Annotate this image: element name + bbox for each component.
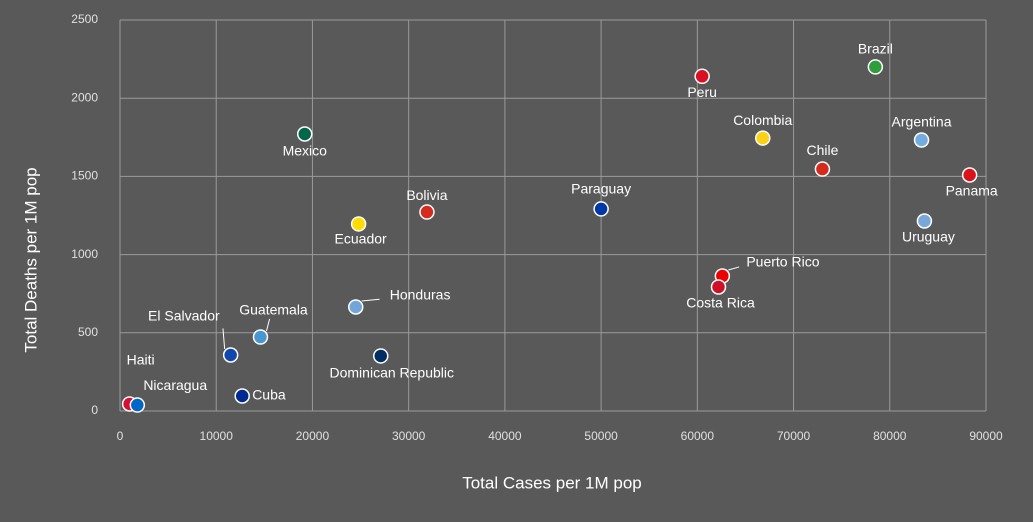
point-label: Ecuador (335, 231, 387, 247)
point-label: Cuba (252, 387, 286, 403)
leader-line (265, 318, 271, 332)
flag-marker (867, 59, 884, 75)
point-label: Chile (806, 142, 838, 158)
x-tick-label: 70000 (777, 429, 811, 443)
flag-marker (419, 204, 435, 220)
flag-marker (296, 126, 313, 142)
point-label: Costa Rica (686, 295, 755, 311)
flag-marker (593, 201, 609, 217)
flag-marker (347, 299, 364, 315)
x-tick-label: 0 (117, 429, 124, 443)
y-tick-label: 0 (91, 403, 98, 417)
y-tick-label: 1000 (71, 247, 98, 261)
point-label: Bolivia (406, 187, 447, 203)
point-label: Honduras (390, 287, 451, 303)
point-label: Guatemala (239, 302, 308, 318)
leader-line (728, 266, 740, 271)
point-label: Mexico (283, 143, 328, 159)
point-label: Haiti (127, 352, 155, 368)
flag-marker (913, 132, 930, 148)
x-tick-label: 20000 (296, 429, 330, 443)
point-label: Nicaragua (143, 377, 207, 393)
y-tick-label: 1500 (71, 169, 98, 183)
point-label: Paraguay (571, 181, 631, 197)
flag-marker (350, 216, 367, 232)
leader-line (361, 298, 380, 302)
point-label: Brazil (858, 41, 893, 57)
flag-marker (694, 68, 710, 85)
x-tick-label: 60000 (681, 429, 715, 443)
point-label: Puerto Rico (746, 254, 819, 270)
x-tick-label: 30000 (392, 429, 426, 443)
x-tick-label: 80000 (873, 429, 907, 443)
flag-marker (710, 279, 727, 295)
x-tick-label: 10000 (200, 429, 234, 443)
flag-marker (916, 213, 933, 229)
flag-marker (755, 130, 771, 146)
y-tick-label: 2500 (71, 12, 98, 26)
point-label: Panama (946, 183, 998, 199)
x-axis-title: Total Cases per 1M pop (462, 473, 642, 492)
flag-marker (961, 167, 978, 183)
flag-marker (373, 348, 389, 364)
flag-marker (129, 397, 146, 413)
y-axis-title: Total Deaths per 1M pop (21, 167, 40, 352)
x-tick-label: 40000 (488, 429, 522, 443)
y-tick-label: 2000 (71, 90, 98, 104)
point-label: Argentina (892, 114, 952, 130)
y-tick-label: 500 (78, 325, 98, 339)
flag-marker (234, 388, 250, 404)
flag-marker (814, 161, 831, 177)
point-label: Uruguay (902, 229, 955, 245)
x-tick-label: 50000 (584, 429, 618, 443)
flag-marker (222, 347, 239, 363)
point-label: Dominican Republic (330, 365, 455, 381)
flag-marker (252, 329, 269, 345)
point-label: Colombia (733, 112, 792, 128)
point-label: El Salvador (148, 308, 220, 324)
leader-line (222, 328, 226, 350)
x-tick-label: 90000 (969, 429, 1003, 443)
point-label: Peru (687, 84, 717, 100)
